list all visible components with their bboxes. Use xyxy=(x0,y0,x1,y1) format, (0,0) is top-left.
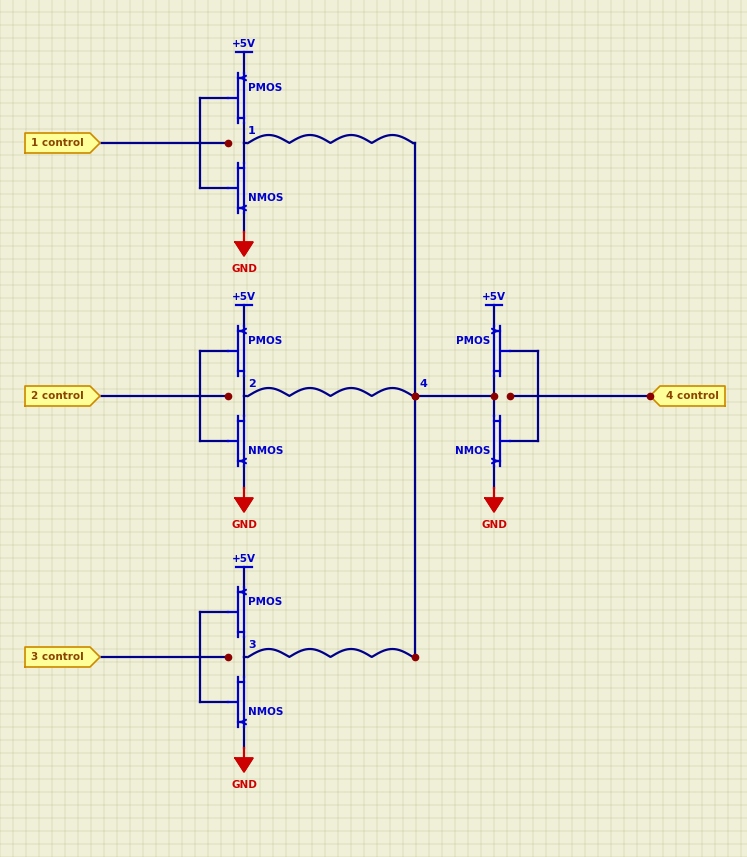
Text: NMOS: NMOS xyxy=(248,446,283,456)
Text: GND: GND xyxy=(231,264,257,274)
Text: NMOS: NMOS xyxy=(248,707,283,717)
Polygon shape xyxy=(235,758,253,772)
Polygon shape xyxy=(650,386,725,406)
Text: PMOS: PMOS xyxy=(248,336,282,346)
Text: 4: 4 xyxy=(420,379,428,389)
Text: PMOS: PMOS xyxy=(248,597,282,607)
Text: PMOS: PMOS xyxy=(456,336,490,346)
Text: 3 control: 3 control xyxy=(31,652,84,662)
Text: GND: GND xyxy=(481,520,507,530)
Text: +5V: +5V xyxy=(482,292,506,302)
Text: +5V: +5V xyxy=(232,554,256,564)
Text: GND: GND xyxy=(231,780,257,790)
Text: PMOS: PMOS xyxy=(248,83,282,93)
Polygon shape xyxy=(25,133,100,153)
Polygon shape xyxy=(235,242,253,256)
Text: 3: 3 xyxy=(248,640,255,650)
Text: 1 control: 1 control xyxy=(31,138,84,148)
Text: 1: 1 xyxy=(248,126,255,136)
Text: NMOS: NMOS xyxy=(455,446,490,456)
Text: NMOS: NMOS xyxy=(248,193,283,203)
Text: +5V: +5V xyxy=(232,39,256,49)
Text: 4 control: 4 control xyxy=(666,391,719,401)
Polygon shape xyxy=(25,647,100,667)
Text: +5V: +5V xyxy=(232,292,256,302)
Text: 2 control: 2 control xyxy=(31,391,84,401)
Polygon shape xyxy=(485,498,503,512)
Text: GND: GND xyxy=(231,520,257,530)
Polygon shape xyxy=(25,386,100,406)
Text: 2: 2 xyxy=(248,379,255,389)
Polygon shape xyxy=(235,498,253,512)
